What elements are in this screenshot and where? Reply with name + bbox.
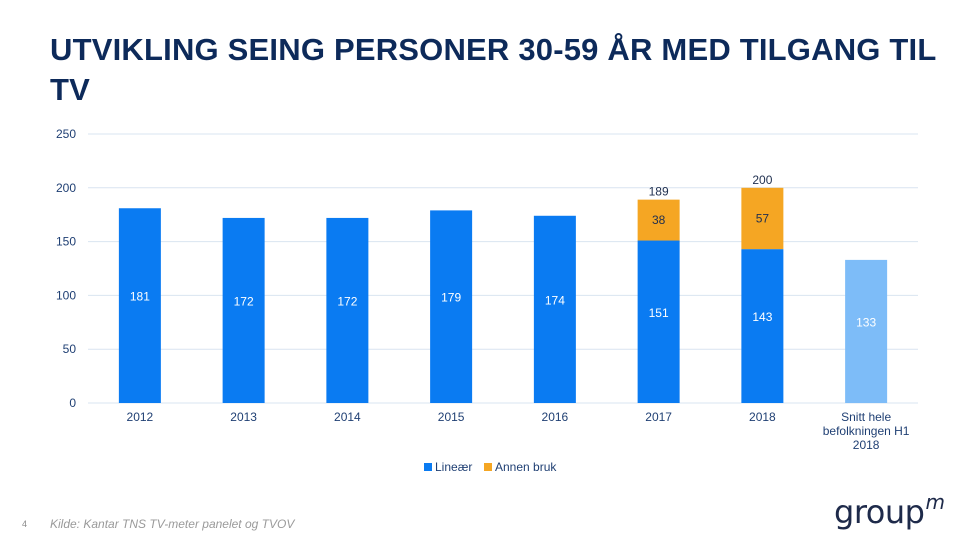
bar-segment-linear [222, 217, 265, 403]
page-number: 4 [22, 519, 28, 529]
y-tick-label: 250 [56, 127, 76, 141]
data-label-linear: 151 [649, 306, 669, 320]
x-axis-categories: 2012 2013 2014 2015 2016 2017 2018 Snitt hele be… [127, 410, 910, 452]
logo-superscript: m [925, 490, 945, 514]
legend-label: Lineær [435, 460, 472, 474]
x-category-label: 2018 [749, 410, 776, 424]
legend-swatch [424, 463, 432, 471]
bar-segment-annen-bruk [637, 199, 680, 241]
grid-lines [88, 133, 918, 404]
x-category-label: 2016 [542, 410, 569, 424]
x-category-label: 2015 [438, 410, 465, 424]
bar-segment-linear [326, 217, 369, 403]
data-label-total: 200 [752, 173, 772, 187]
y-axis-ticks: 0 50 100 150 200 250 [56, 127, 76, 410]
x-category-label: 2012 [127, 410, 154, 424]
bar-segment-annen-bruk [741, 187, 784, 250]
data-label-linear: 174 [545, 293, 565, 307]
x-category-label-line: 2018 [853, 438, 880, 452]
bar-segment-linear [430, 210, 473, 403]
data-label-linear: 133 [856, 315, 876, 329]
bar-segment-linear [741, 249, 784, 403]
bar-segment-linear [533, 215, 576, 403]
data-labels: 181 172 172 179 174 151 38 189 143 57 200 133 [130, 173, 877, 330]
legend-swatch [484, 463, 492, 471]
x-category-label: 2017 [645, 410, 672, 424]
data-label-linear: 172 [234, 294, 254, 308]
data-label-linear: 143 [752, 310, 772, 324]
data-label-linear: 179 [441, 291, 461, 305]
logo-text: group [834, 493, 925, 531]
y-tick-label: 50 [63, 342, 77, 356]
x-category-label: 2014 [334, 410, 361, 424]
slide-title: UTVIKLING SEING PERSONER 30-59 ÅR MED TI… [50, 32, 936, 107]
data-label-annen-bruk: 57 [756, 211, 770, 225]
bars [118, 187, 888, 403]
y-tick-label: 100 [56, 288, 76, 302]
y-tick-label: 150 [56, 235, 76, 249]
groupm-logo: groupm [834, 490, 945, 531]
x-category-label: 2013 [230, 410, 257, 424]
y-tick-label: 0 [69, 396, 76, 410]
bar-segment-linear [118, 208, 161, 403]
bar-segment-linear [845, 259, 888, 403]
bar-segment-linear [637, 240, 680, 403]
data-label-annen-bruk: 38 [652, 213, 666, 227]
data-label-linear: 181 [130, 290, 150, 304]
y-tick-label: 200 [56, 181, 76, 195]
data-label-total: 189 [649, 185, 669, 199]
x-category-label-line: Snitt hele [841, 410, 891, 424]
legend-label: Annen bruk [495, 460, 557, 474]
source-note: Kilde: Kantar TNS TV-meter panelet og TV… [50, 517, 295, 531]
legend: Lineær Annen bruk [424, 460, 557, 474]
x-category-label: Snitt hele befolkningen H1 2018 [823, 410, 910, 452]
data-label-linear: 172 [337, 294, 357, 308]
x-category-label-line: befolkningen H1 [823, 424, 910, 438]
